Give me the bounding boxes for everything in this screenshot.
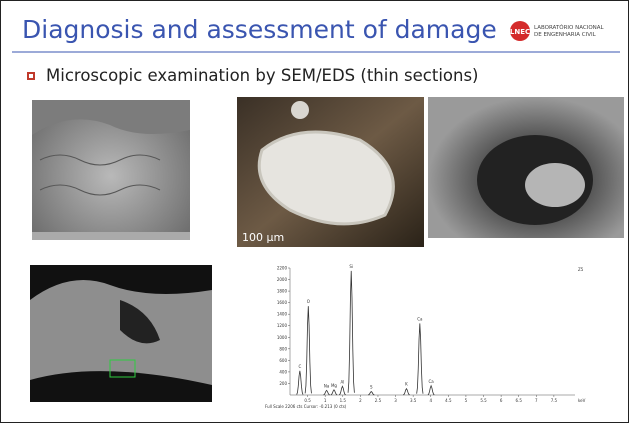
x-tick-label: 2.5 — [375, 398, 382, 403]
logo-mark: LNEC — [510, 28, 530, 36]
y-tick-label: 2000 — [277, 277, 288, 282]
x-tick-label: 5 — [465, 398, 468, 403]
peak-label: Mg — [331, 383, 337, 388]
x-tick-label: 3 — [394, 398, 397, 403]
bullet-marker-inner — [29, 74, 33, 78]
x-tick-label: 4.5 — [445, 398, 452, 403]
micrograph-4 — [30, 265, 212, 410]
logo-text: LABORATÓRIO NACIONAL — [534, 24, 605, 31]
x-tick-label: 7.5 — [551, 398, 558, 403]
peak-label: C — [298, 364, 301, 369]
micrograph-2: 100 µm — [237, 97, 424, 247]
spectrum-panel — [256, 262, 605, 412]
x-tick-label: 3.5 — [410, 398, 417, 403]
logo-text: DE ENGENHARIA CIVIL — [534, 32, 597, 38]
y-tick-label: 1600 — [277, 300, 288, 305]
spectrum-footer: Full Scale 2206 cts Cursor: -0.213 (0 ct… — [265, 404, 347, 409]
y-tick-label: 200 — [279, 381, 287, 386]
x-tick-label: 6 — [500, 398, 503, 403]
slide-title: Diagnosis and assessment of damage — [22, 15, 497, 44]
x-axis-label: keV — [578, 398, 586, 403]
x-tick-label: 1 — [324, 398, 327, 403]
peak-label: O — [307, 299, 310, 304]
y-tick-label: 800 — [279, 346, 287, 351]
peak-label: Si — [349, 264, 353, 269]
slide: Diagnosis and assessment of damage LNEC … — [0, 0, 629, 423]
x-tick-label: 7 — [535, 398, 538, 403]
peak-label: K — [405, 382, 408, 387]
x-tick-label: 2 — [359, 398, 362, 403]
y-tick-label: 2200 — [277, 266, 288, 271]
peak-label: Ca — [417, 316, 423, 321]
x-tick-label: 1.5 — [340, 398, 347, 403]
y-tick-label: 1400 — [277, 312, 288, 317]
peak-label: Ca — [428, 379, 434, 384]
y-tick-label: 1200 — [277, 323, 288, 328]
x-tick-label: 5.5 — [480, 398, 487, 403]
peak-label: Al — [340, 379, 344, 384]
y-tick-label: 1800 — [277, 289, 288, 294]
bullet-text: Microscopic examination by SEM/EDS (thin… — [46, 66, 479, 85]
corner-label: Z5 — [578, 267, 584, 272]
peak-label: S — [370, 385, 373, 390]
scale-label: 100 µm — [242, 231, 284, 244]
y-tick-label: 400 — [279, 369, 287, 374]
y-tick-label: 600 — [279, 358, 287, 363]
y-tick-label: 1000 — [277, 335, 288, 340]
micrograph-1 — [32, 100, 190, 252]
micrograph-3 — [428, 97, 624, 247]
peak-label: Na — [324, 383, 330, 388]
x-tick-label: 0.5 — [304, 398, 311, 403]
x-tick-label: 6.5 — [516, 398, 523, 403]
